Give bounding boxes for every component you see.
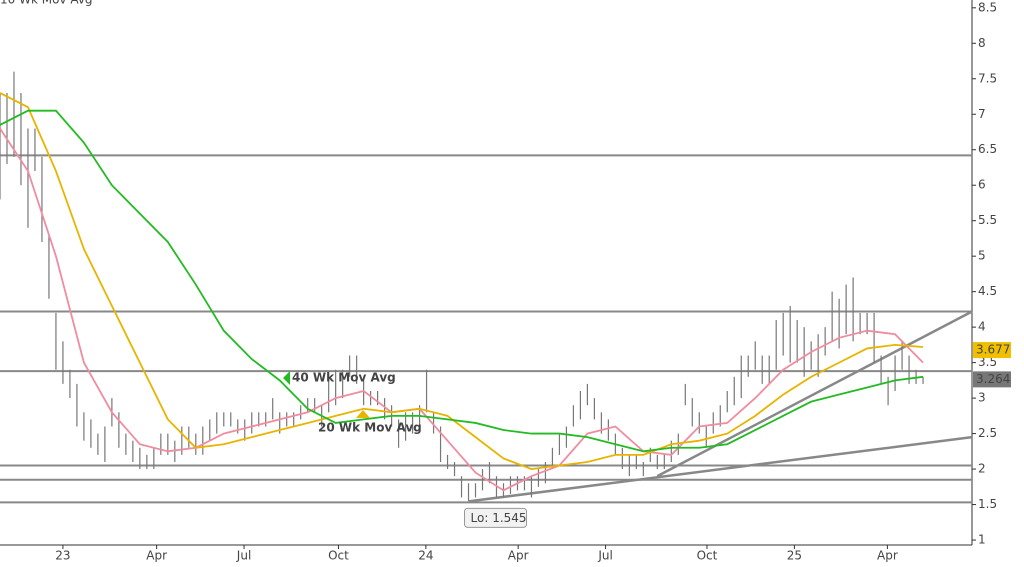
y-tick-label: 1 xyxy=(978,533,986,547)
x-tick-label: Jul xyxy=(597,549,612,563)
y-tick-label: 7.5 xyxy=(978,71,997,85)
x-tick-label: Jul xyxy=(236,549,251,563)
moving-average xyxy=(0,92,924,470)
x-tick-label: Apr xyxy=(146,549,167,563)
x-tick-label: 24 xyxy=(418,549,433,563)
y-tick-label: 1.5 xyxy=(978,497,997,511)
low-box xyxy=(464,507,528,528)
x-tick-label: Oct xyxy=(697,549,718,563)
moving-average xyxy=(0,127,924,492)
series-label: 10 Wk Mov Avg xyxy=(0,0,93,7)
trend-line xyxy=(656,310,973,478)
value-tag-label: 3.264 xyxy=(976,372,1010,386)
x-tick-label: 25 xyxy=(787,549,802,563)
y-tick-label: 4 xyxy=(978,320,986,334)
y-tick-label: 5.5 xyxy=(978,213,997,227)
label-arrow xyxy=(356,410,370,418)
y-tick-label: 3.5 xyxy=(978,355,997,369)
series-label: 20 Wk Mov Avg xyxy=(318,421,422,435)
y-tick-label: 3 xyxy=(978,391,986,405)
value-tag xyxy=(973,371,1011,388)
value-tag xyxy=(973,342,1011,359)
y-tick-label: 6.5 xyxy=(978,142,997,156)
y-tick-label: 4.5 xyxy=(978,284,997,298)
series-label: 40 Wk Mov Avg xyxy=(292,371,396,385)
trend-line xyxy=(468,435,973,503)
y-tick-label: 5 xyxy=(978,249,986,263)
moving-average xyxy=(0,109,924,453)
y-tick-label: 8 xyxy=(978,36,986,50)
label-arrow xyxy=(283,371,290,385)
y-tick-label: 2 xyxy=(978,462,986,476)
low-label: Lo: 1.545 xyxy=(471,511,527,525)
y-tick-label: 8.5 xyxy=(978,0,997,14)
x-tick-label: Apr xyxy=(508,549,529,563)
value-tag-label: 3.677 xyxy=(976,343,1010,357)
y-tick-label: 7 xyxy=(978,107,986,121)
x-tick-label: Apr xyxy=(877,549,898,563)
x-tick-label: Oct xyxy=(328,549,349,563)
y-tick-label: 2.5 xyxy=(978,426,997,440)
y-tick-label: 6 xyxy=(978,178,986,192)
x-tick-label: 23 xyxy=(55,549,70,563)
